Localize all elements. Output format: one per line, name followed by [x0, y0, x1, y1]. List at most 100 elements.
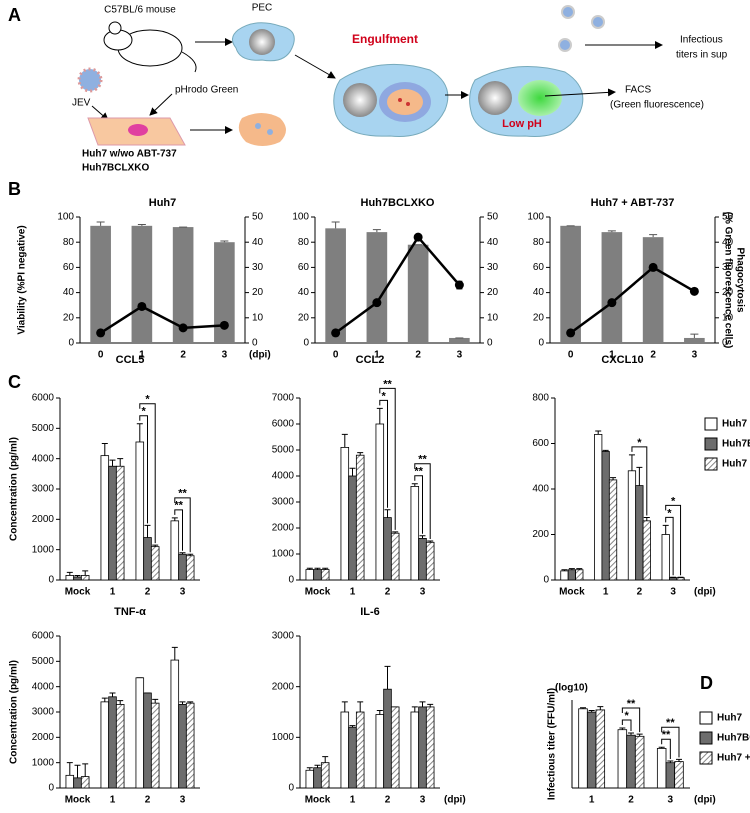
x-tick-label: 1 [350, 587, 356, 598]
y-tick-label: 100 [57, 212, 74, 223]
y-tick-label: 1000 [32, 757, 55, 768]
bar [449, 338, 470, 343]
x-tick-label: 1 [110, 795, 116, 806]
bar [314, 570, 322, 580]
bar [101, 456, 109, 580]
legend-swatch [700, 712, 712, 724]
y-tick-label: 60 [63, 262, 75, 273]
y-tick-label: 2000 [32, 732, 55, 743]
error-bar [97, 222, 105, 226]
bar [628, 471, 635, 580]
chart-title: TNF-α [114, 606, 146, 618]
bar [579, 709, 588, 788]
error-bar [385, 666, 391, 689]
significance-label: * [667, 507, 672, 519]
virions [559, 6, 604, 51]
y2-tick-label: 20 [487, 287, 499, 298]
y-tick-label: 40 [533, 287, 545, 298]
bar [636, 486, 643, 580]
error-bar [377, 408, 383, 424]
bar [643, 521, 650, 580]
y2-tick-label: 30 [252, 262, 264, 273]
titer-label: titers in sup [676, 50, 728, 61]
error-bar [332, 222, 340, 228]
dye-label: pHrodo Green [175, 85, 238, 96]
bar [109, 697, 117, 788]
error-bar [373, 230, 381, 233]
x-tick-label: 3 [420, 587, 426, 598]
y-axis-label: Concentration (pg/ml) [9, 437, 20, 541]
x-tick-label: 3 [670, 587, 676, 598]
error-bar [145, 525, 151, 537]
chart-title: CCL2 [356, 354, 385, 366]
point [331, 328, 340, 337]
chart-title: Huh7 [149, 197, 177, 209]
bar [314, 768, 322, 788]
x-tick-label: Mock [65, 795, 91, 806]
y-tick-label: 100 [292, 212, 309, 223]
bar [101, 702, 109, 788]
y-axis-label: Infectious titer (FFU/ml) [547, 688, 558, 800]
pec-label: PEC [252, 3, 273, 14]
x-tick-label: 1 [110, 587, 116, 598]
point [220, 321, 229, 330]
bar [325, 228, 346, 343]
error-bar [322, 757, 328, 763]
nucleus [128, 124, 148, 136]
bar [74, 778, 82, 788]
bar [349, 727, 357, 788]
bar [587, 712, 596, 788]
bar [602, 451, 609, 580]
y2-tick-label: 40 [252, 237, 264, 248]
bar [426, 542, 434, 580]
legend-label: Huh7 [722, 419, 747, 430]
x-tick-label: 3 [180, 795, 186, 806]
x-tick-label: 2 [650, 350, 656, 361]
error-bar [342, 434, 348, 447]
y-tick-label: 100 [527, 212, 544, 223]
bead [343, 83, 377, 117]
bar [341, 712, 349, 788]
error-bar [75, 765, 81, 778]
bar [321, 570, 329, 580]
y-tick-label: 20 [63, 312, 75, 323]
bar [568, 570, 575, 580]
point [566, 328, 575, 337]
x-tick-label: 2 [385, 587, 391, 598]
bar [609, 480, 616, 580]
y2-tick-label: 40 [487, 237, 499, 248]
error-bar [420, 702, 426, 707]
y2-tick-label: 0 [487, 338, 493, 349]
y-tick-label: 4000 [272, 471, 295, 482]
error-bar [385, 510, 391, 518]
facs-label: FACS [625, 85, 651, 96]
y-tick-label: 40 [298, 287, 310, 298]
bead [478, 81, 512, 115]
y-tick-label: 0 [288, 575, 294, 586]
bar [116, 466, 124, 580]
bar [136, 678, 144, 788]
y-tick-label: 5000 [32, 656, 55, 667]
error-bar [102, 444, 108, 456]
jev-label: JEV [72, 98, 91, 109]
y2-tick-label: 10 [252, 312, 264, 323]
y-tick-label: 0 [538, 338, 544, 349]
significance-label: * [145, 394, 150, 406]
x-axis-label: (dpi) [444, 795, 466, 806]
bar [66, 775, 74, 788]
point [137, 302, 146, 311]
bar [677, 578, 684, 580]
point [690, 287, 699, 296]
error-bar [357, 702, 363, 712]
y-tick-label: 20 [533, 312, 545, 323]
y2-tick-label: 20 [252, 287, 264, 298]
legend-label: Huh7 + ABT-737 [722, 459, 750, 470]
y-tick-label: 0 [543, 575, 549, 586]
bar [419, 538, 427, 580]
bar [151, 703, 159, 788]
low-ph-label: Low pH [502, 118, 542, 130]
line [101, 306, 225, 332]
bead [249, 29, 275, 55]
y-tick-label: 1000 [32, 544, 55, 555]
